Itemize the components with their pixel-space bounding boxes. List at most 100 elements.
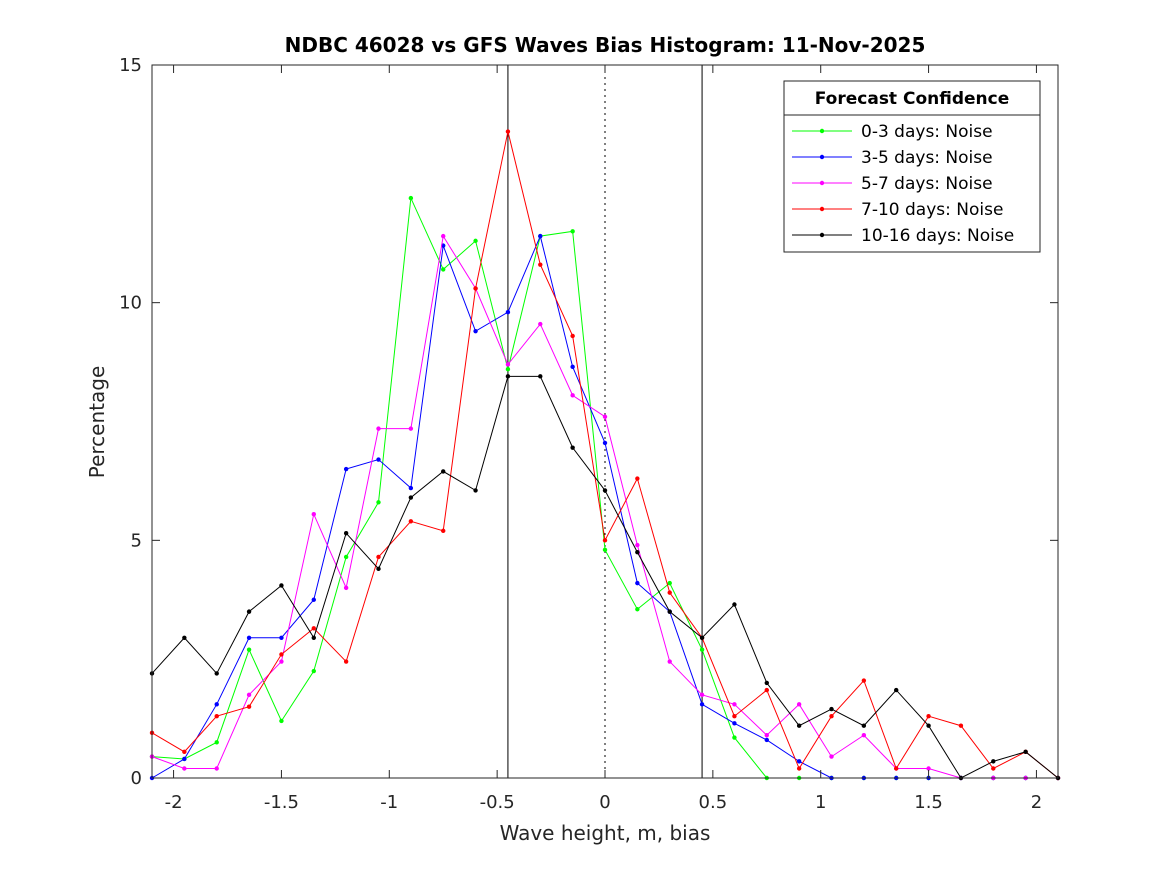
axis-ticks: -2 -1.5 -1 -0.5 0 0.5 1 1.5 2 0 5 10 15 — [119, 55, 1058, 813]
legend-swatch-marker — [819, 180, 825, 186]
data-point — [343, 531, 349, 536]
data-point — [441, 267, 446, 272]
data-point — [570, 445, 575, 450]
data-point — [538, 262, 543, 267]
data-point — [279, 659, 284, 664]
data-point — [505, 374, 511, 379]
legend-box — [783, 80, 1041, 253]
data-point — [667, 580, 672, 586]
data-point — [343, 466, 349, 472]
legend-label: 3-5 days: Noise — [861, 148, 993, 168]
data-point — [958, 723, 964, 728]
data-point — [667, 659, 672, 664]
legend-item: 7-10 days: Noise — [792, 200, 1003, 220]
data-point — [246, 609, 252, 614]
y-tick-label: 5 — [131, 530, 142, 551]
data-point — [635, 607, 640, 612]
data-point — [214, 740, 219, 745]
data-point — [279, 652, 284, 657]
legend-swatch-marker — [819, 128, 825, 134]
data-point — [861, 723, 867, 728]
y-tick-label: 0 — [131, 768, 142, 789]
legend: Forecast Confidence 0-3 days: Noise 3-5 d… — [783, 80, 1041, 253]
data-point — [214, 714, 219, 719]
data-point — [473, 238, 478, 244]
legend-items: 0-3 days: Noise 3-5 days: Noise 5-7 days: … — [792, 122, 1014, 246]
data-point — [343, 585, 349, 591]
data-point — [829, 754, 834, 759]
data-point — [991, 759, 996, 764]
data-point — [182, 749, 187, 755]
data-point — [505, 367, 511, 372]
data-point — [343, 659, 349, 664]
legend-item: 5-7 days: Noise — [792, 174, 993, 194]
data-point — [473, 488, 478, 493]
data-point — [311, 511, 316, 517]
data-point — [926, 766, 931, 771]
x-tick-label: 0.5 — [699, 792, 728, 813]
data-point — [764, 687, 769, 693]
data-point — [505, 362, 511, 367]
data-point — [602, 414, 608, 419]
data-point — [538, 374, 543, 379]
data-point — [699, 692, 705, 698]
data-point — [408, 485, 414, 491]
x-tick-label: -2 — [165, 792, 183, 813]
y-tick-label: 15 — [119, 55, 142, 76]
y-axis-label: Percentage — [85, 366, 109, 479]
x-tick-label: -1 — [380, 792, 398, 813]
series-5 — [149, 374, 1061, 781]
data-point — [570, 364, 575, 370]
data-point — [602, 440, 608, 446]
data-point — [279, 718, 284, 724]
legend-swatch-marker — [819, 154, 825, 160]
data-point — [214, 671, 219, 676]
data-point — [732, 702, 737, 707]
legend-title: Forecast Confidence — [815, 89, 1010, 109]
data-point — [894, 687, 899, 693]
data-point — [246, 635, 252, 640]
data-point — [991, 766, 996, 771]
data-point — [926, 723, 931, 728]
data-point — [214, 702, 219, 707]
data-point — [861, 733, 867, 738]
data-point — [1023, 749, 1028, 755]
data-point — [538, 321, 543, 327]
data-point — [635, 542, 640, 548]
legend-item: 10-16 days: Noise — [792, 226, 1014, 246]
data-point — [796, 759, 802, 764]
data-point — [311, 668, 316, 674]
data-point — [505, 309, 511, 315]
legend-label: 10-16 days: Noise — [861, 226, 1014, 246]
data-point — [635, 550, 640, 555]
data-point — [505, 129, 511, 134]
data-point — [732, 602, 737, 607]
data-point — [829, 714, 834, 719]
data-point — [182, 635, 187, 640]
data-point — [732, 714, 737, 719]
data-point — [538, 233, 543, 239]
data-point — [408, 426, 414, 431]
data-point — [441, 233, 446, 239]
data-point — [861, 678, 867, 683]
data-point — [343, 554, 349, 560]
data-point — [376, 554, 381, 560]
data-point — [926, 714, 931, 719]
series-layer — [149, 129, 1061, 781]
x-tick-label: 0 — [599, 792, 610, 813]
legend-label: 7-10 days: Noise — [861, 200, 1003, 220]
data-point — [602, 488, 608, 493]
data-point — [408, 495, 414, 500]
y-tick-label: 10 — [119, 293, 142, 314]
data-point — [246, 692, 252, 698]
x-tick-label: 2 — [1031, 792, 1042, 813]
legend-swatch-marker — [819, 206, 825, 212]
data-point — [311, 597, 316, 602]
data-point — [602, 538, 608, 543]
data-point — [667, 609, 672, 614]
data-point — [182, 756, 187, 762]
legend-label: 5-7 days: Noise — [861, 174, 993, 194]
data-point — [764, 733, 769, 738]
legend-item: 3-5 days: Noise — [792, 148, 993, 168]
data-point — [376, 500, 381, 505]
